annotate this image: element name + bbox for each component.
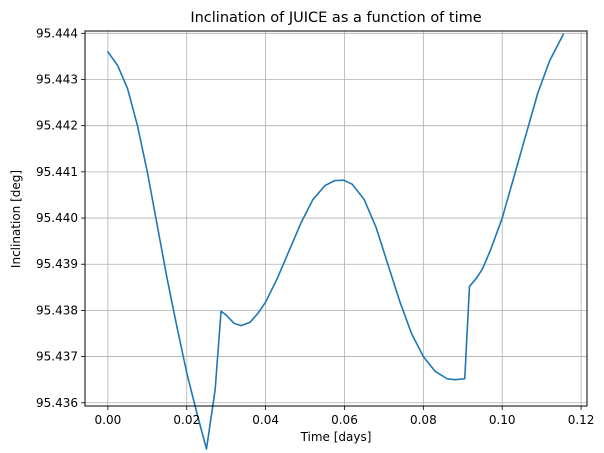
y-tick-label: 95.437	[36, 350, 78, 364]
x-tick-label: 0.06	[331, 413, 358, 427]
y-axis-ticks: 95.436 95.437 95.438 95.439 95.440 95.441 95.4…	[36, 26, 85, 410]
x-tick-label: 0.08	[410, 413, 437, 427]
y-tick-label: 95.439	[36, 257, 78, 271]
x-axis-label: Time [days]	[300, 430, 372, 444]
series-layer	[107, 33, 565, 450]
y-axis-label: Inclination [deg]	[9, 170, 23, 268]
y-tick-label: 95.440	[36, 211, 78, 225]
y-tick-label: 95.443	[36, 72, 78, 86]
y-tick-label: 95.441	[36, 165, 78, 179]
axes-frame	[84, 30, 588, 407]
x-tick-label: 0.10	[489, 413, 516, 427]
y-tick-label: 95.436	[36, 396, 78, 410]
x-tick-label: 0.12	[568, 413, 595, 427]
x-axis-ticks: 0.00 0.02 0.04 0.06 0.08 0.10 0.12	[95, 406, 595, 427]
x-tick-label: 0.04	[252, 413, 279, 427]
y-tick-label: 95.442	[36, 119, 78, 133]
y-tick-label: 95.444	[36, 26, 78, 40]
y-tick-label: 95.438	[36, 303, 78, 317]
x-tick-label: 0.02	[173, 413, 200, 427]
series-line	[107, 33, 565, 450]
x-tick-label: 0.00	[95, 413, 122, 427]
chart-title: Inclination of JUICE as a function of ti…	[190, 10, 481, 26]
